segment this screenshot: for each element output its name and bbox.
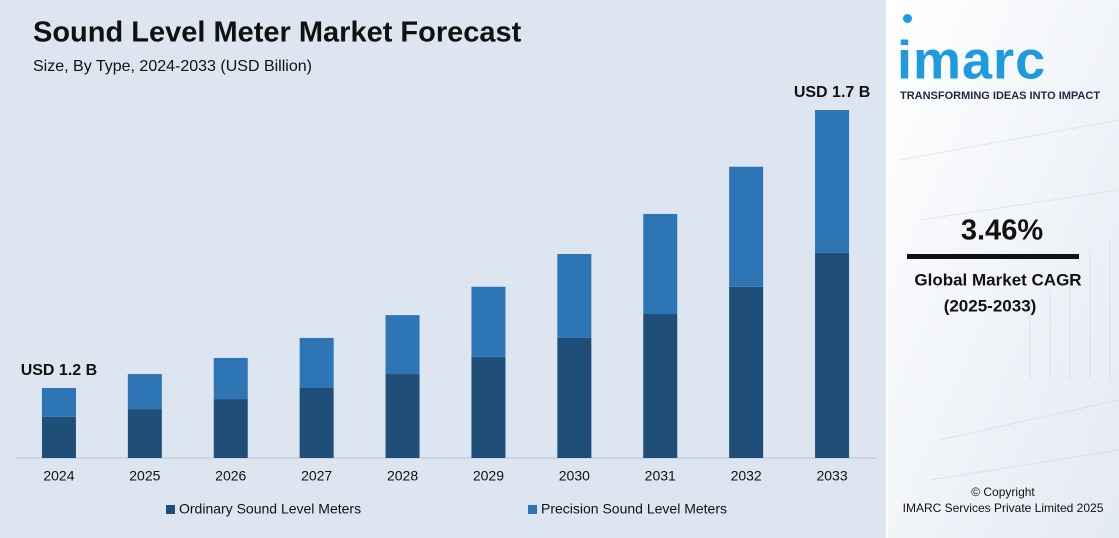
annotation: USD 1.7 B bbox=[794, 84, 870, 101]
bar-segment bbox=[557, 253, 592, 338]
bar-segment bbox=[299, 387, 334, 458]
bar-segment bbox=[729, 166, 764, 287]
x-tick-label: 2024 bbox=[43, 468, 74, 484]
legend-swatch bbox=[528, 505, 537, 514]
bar-segment bbox=[471, 356, 506, 458]
annotation: USD 1.2 B bbox=[21, 362, 97, 379]
x-tick-label: 2027 bbox=[301, 468, 332, 484]
chart-title: Sound Level Meter Market Forecast bbox=[33, 17, 522, 49]
logo: imarc bbox=[897, 30, 1046, 90]
x-tick-label: 2025 bbox=[129, 468, 160, 484]
x-tick-label: 2030 bbox=[559, 468, 590, 484]
bar-segment bbox=[815, 252, 850, 458]
logo-dot bbox=[903, 14, 912, 23]
bar-segment bbox=[385, 315, 420, 375]
bar-segment bbox=[299, 337, 334, 388]
x-tick-label: 2031 bbox=[645, 468, 676, 484]
chart-subtitle: Size, By Type, 2024-2033 (USD Billion) bbox=[33, 58, 312, 75]
company: IMARC Services Private Limited 2025 bbox=[903, 501, 1104, 515]
x-tick-label: 2026 bbox=[215, 468, 246, 484]
bar-segment bbox=[213, 399, 248, 458]
bar-segment bbox=[127, 409, 162, 458]
bar-segment bbox=[643, 314, 678, 458]
x-tick-label: 2029 bbox=[473, 468, 504, 484]
x-tick-label: 2032 bbox=[731, 468, 762, 484]
x-tick-label: 2033 bbox=[816, 468, 847, 484]
bar-segment bbox=[557, 337, 592, 458]
bar-segment bbox=[815, 110, 850, 253]
bar-segment bbox=[213, 357, 248, 400]
bar-segment bbox=[127, 374, 162, 410]
legend-swatch bbox=[166, 505, 175, 514]
copyright: © Copyright bbox=[971, 485, 1035, 499]
cagr-label: Global Market CAGR bbox=[914, 270, 1081, 289]
cagr-period: (2025-2033) bbox=[944, 296, 1037, 315]
bar-segment bbox=[41, 387, 76, 417]
bar-segment bbox=[729, 286, 764, 458]
bar-segment bbox=[385, 374, 420, 458]
side-panel bbox=[888, 0, 1119, 538]
cagr-divider bbox=[907, 254, 1079, 259]
legend-label: Precision Sound Level Meters bbox=[541, 501, 727, 517]
x-tick-label: 2028 bbox=[387, 468, 418, 484]
panel-decoration bbox=[899, 119, 1119, 481]
bar-segment bbox=[41, 416, 76, 458]
bar-segment bbox=[471, 286, 506, 357]
tagline: TRANSFORMING IDEAS INTO IMPACT bbox=[900, 90, 1100, 102]
bar-segment bbox=[643, 213, 678, 315]
legend-label: Ordinary Sound Level Meters bbox=[179, 501, 361, 517]
cagr-value: 3.46% bbox=[961, 215, 1043, 247]
